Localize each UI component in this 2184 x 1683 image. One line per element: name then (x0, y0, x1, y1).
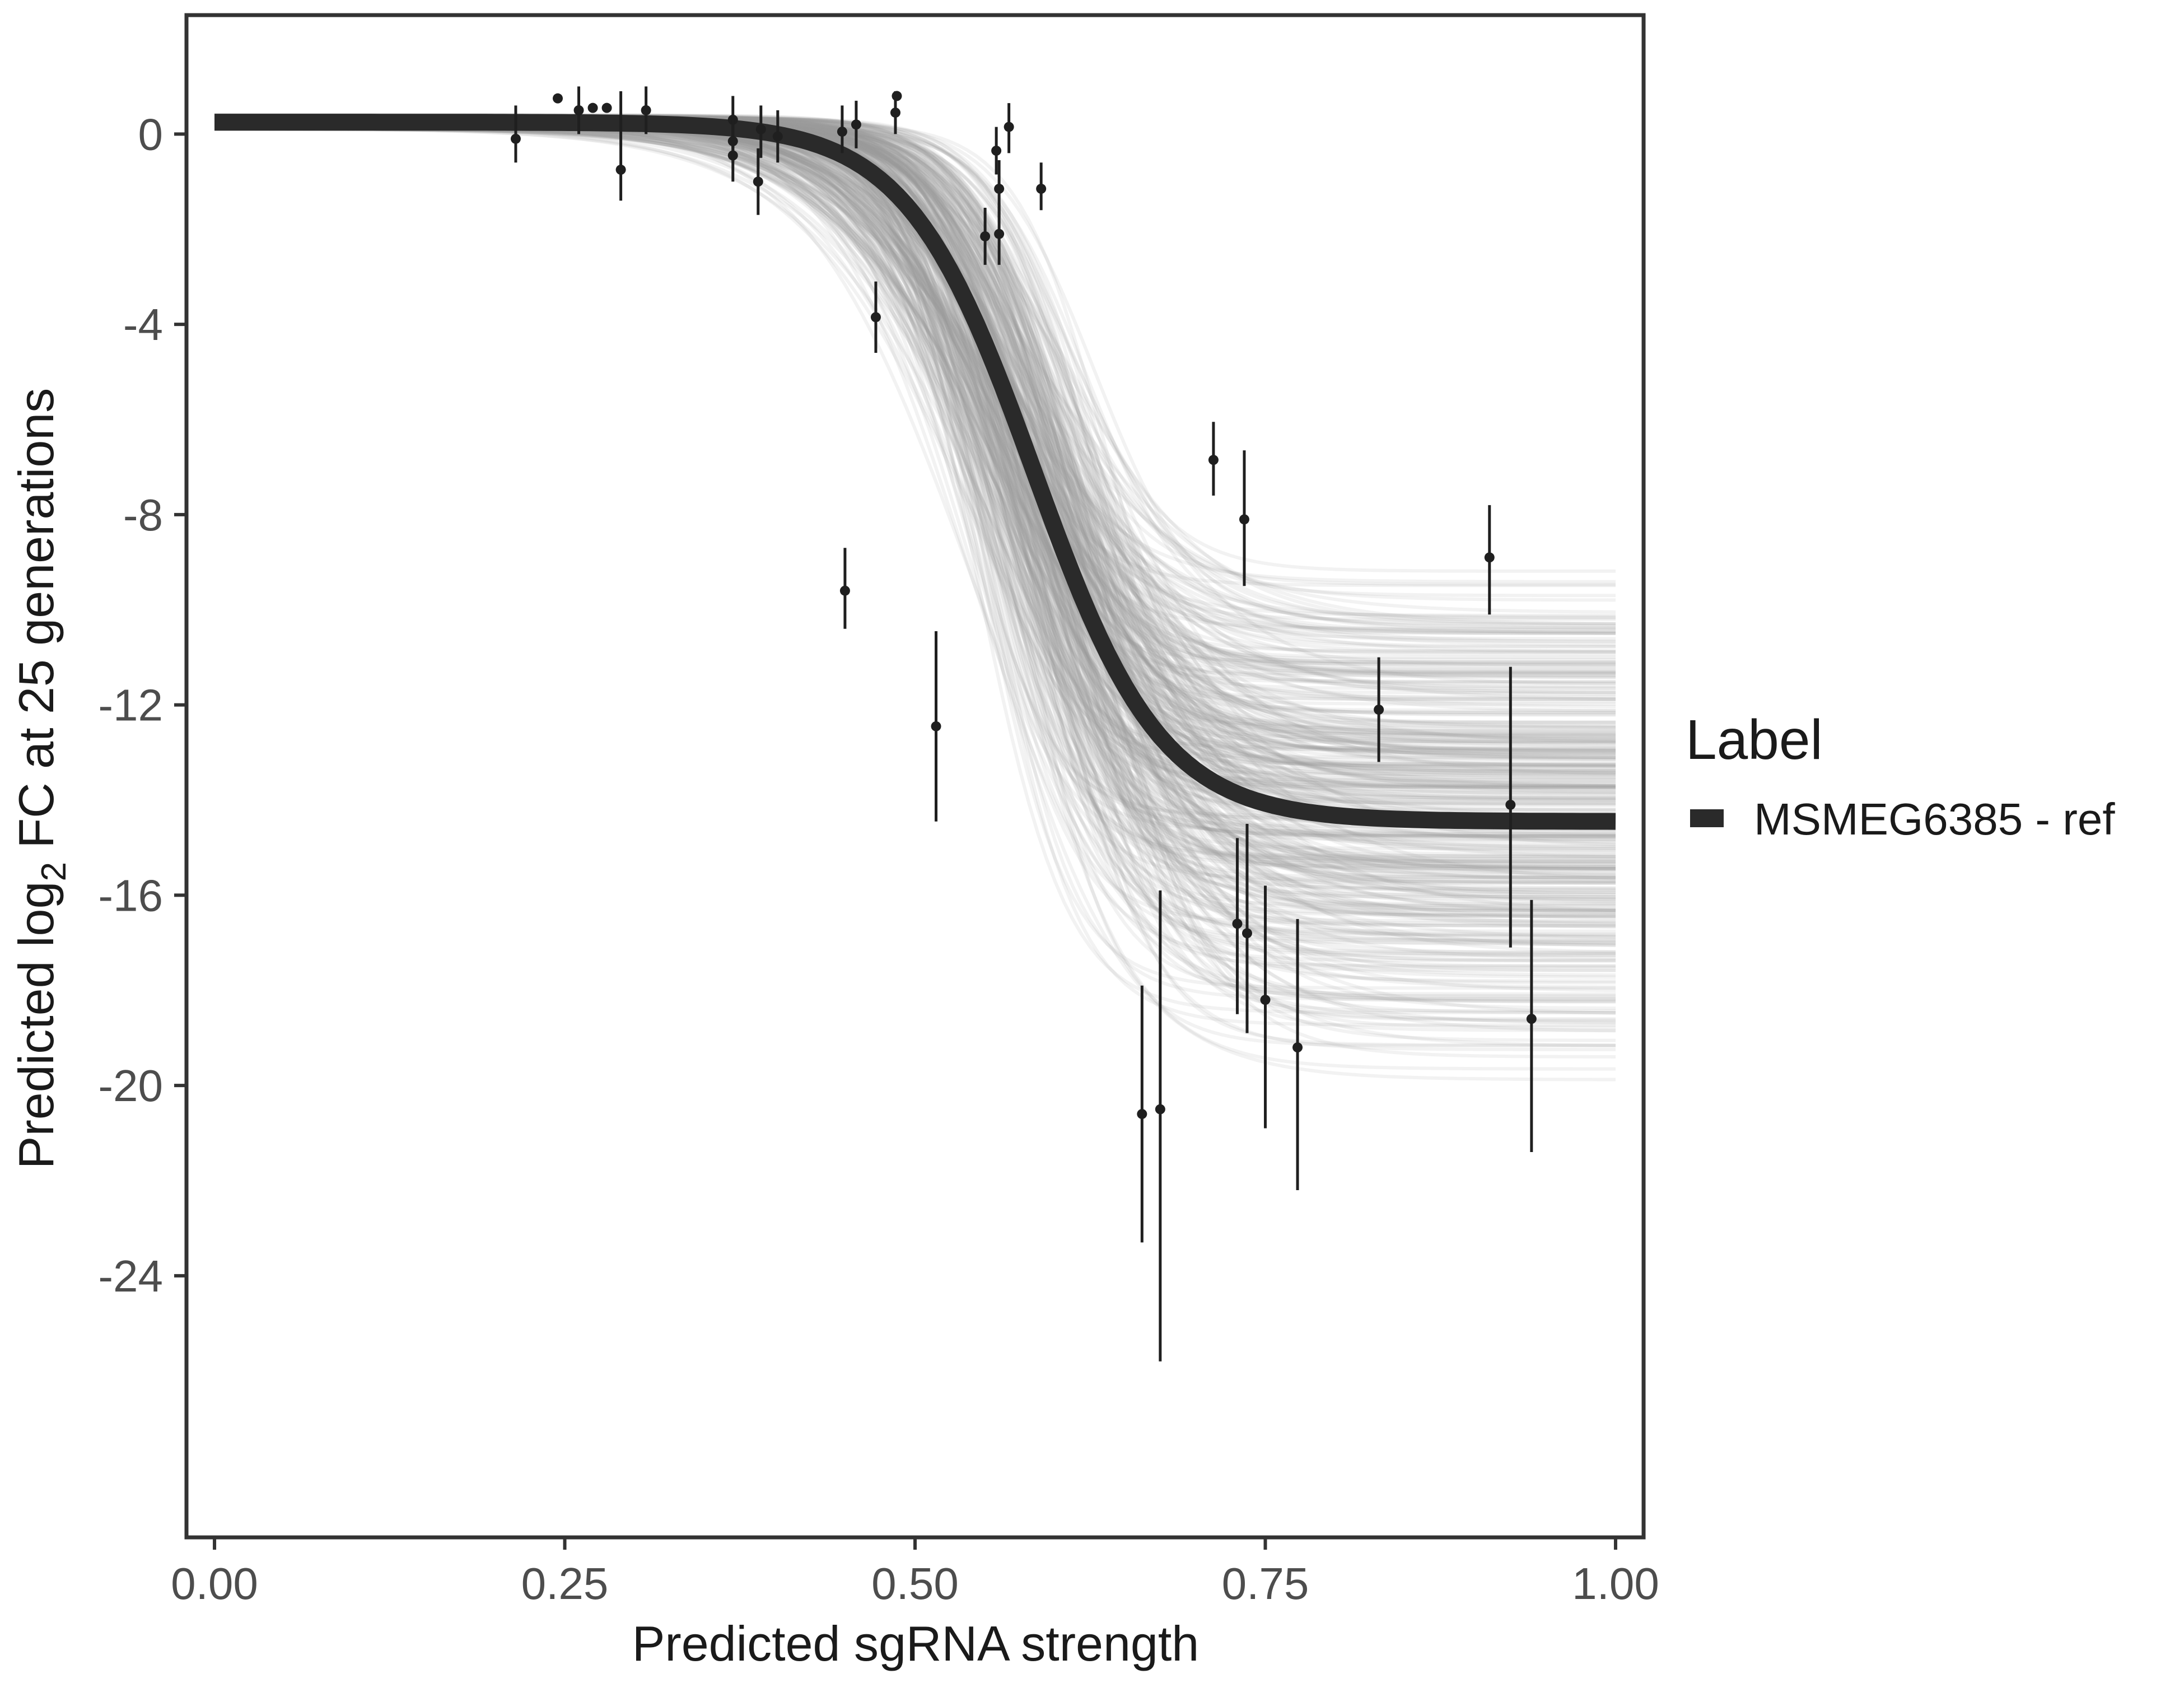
fit-curve-msmeg6385-ref (214, 114, 1616, 830)
legend-title: Label (1686, 708, 1823, 771)
data-point (890, 108, 900, 118)
data-point (1374, 705, 1384, 715)
posterior-draws-layer (214, 113, 1616, 1081)
data-point (553, 93, 563, 104)
y-axis: 0 -4 -8 -12 -16 -20 -24 (98, 109, 186, 1301)
y-tick-label: 0 (138, 109, 164, 159)
data-point (510, 133, 521, 144)
y-tick-label: -20 (98, 1061, 163, 1111)
data-point (601, 102, 612, 113)
data-point (1155, 1104, 1165, 1115)
fit-curve-layer (214, 114, 1616, 830)
data-point (1484, 552, 1495, 563)
data-point (1004, 122, 1014, 132)
data-point (1260, 995, 1271, 1005)
y-tick-label: -4 (123, 300, 163, 349)
y-tick-label: -12 (98, 680, 163, 730)
x-tick-label: 0.25 (521, 1559, 609, 1609)
data-point (851, 119, 861, 130)
legend-label-msmeg6385-ref: MSMEG6385 - ref (1754, 794, 2115, 844)
posterior-draw-line (214, 127, 1616, 904)
posterior-draw-line (214, 126, 1616, 939)
x-tick-label: 0.75 (1222, 1559, 1309, 1609)
data-point (573, 105, 584, 115)
data-point (641, 105, 651, 115)
data-point (1208, 455, 1219, 465)
data-point (1292, 1042, 1303, 1053)
x-tick-label: 0.50 (871, 1559, 959, 1609)
data-point (1526, 1014, 1537, 1024)
y-tick-label: -16 (98, 870, 163, 920)
y-tick-label: -24 (98, 1251, 163, 1301)
data-point (994, 184, 1005, 194)
x-tick-label: 0.00 (171, 1559, 258, 1609)
data-point (615, 165, 626, 175)
data-point (1036, 184, 1047, 194)
y-axis-title-suffix: FC at 25 generations (8, 388, 64, 862)
data-point (839, 585, 850, 596)
data-point (837, 127, 847, 137)
x-axis: 0.00 0.25 0.50 0.75 1.00 (171, 1537, 1659, 1609)
y-axis-title-prefix: Predicted log (8, 882, 64, 1169)
data-point (587, 102, 598, 113)
data-point (753, 176, 763, 187)
data-point (980, 231, 991, 241)
data-point (931, 721, 941, 731)
y-axis-title: Predicted log2 FC at 25 generations (8, 388, 73, 1169)
data-point (994, 229, 1005, 239)
data-point (1137, 1109, 1147, 1120)
data-points-layer (510, 86, 1537, 1362)
data-point (1232, 919, 1243, 929)
y-tick-label: -8 (123, 490, 163, 540)
data-point (1505, 799, 1516, 810)
data-point (1239, 514, 1249, 525)
data-point (870, 312, 881, 323)
legend-key-msmeg6385-ref (1690, 809, 1724, 827)
x-axis-title: Predicted sgRNA strength (632, 1616, 1200, 1671)
data-point (727, 136, 738, 147)
legend: Label MSMEG6385 - ref (1686, 708, 2115, 844)
x-tick-label: 1.00 (1572, 1559, 1659, 1609)
data-point (772, 131, 783, 142)
data-point (991, 146, 1002, 156)
data-point (755, 124, 766, 134)
y-axis-title-subscript: 2 (35, 862, 73, 881)
data-point (1242, 928, 1252, 939)
data-point (892, 91, 902, 101)
